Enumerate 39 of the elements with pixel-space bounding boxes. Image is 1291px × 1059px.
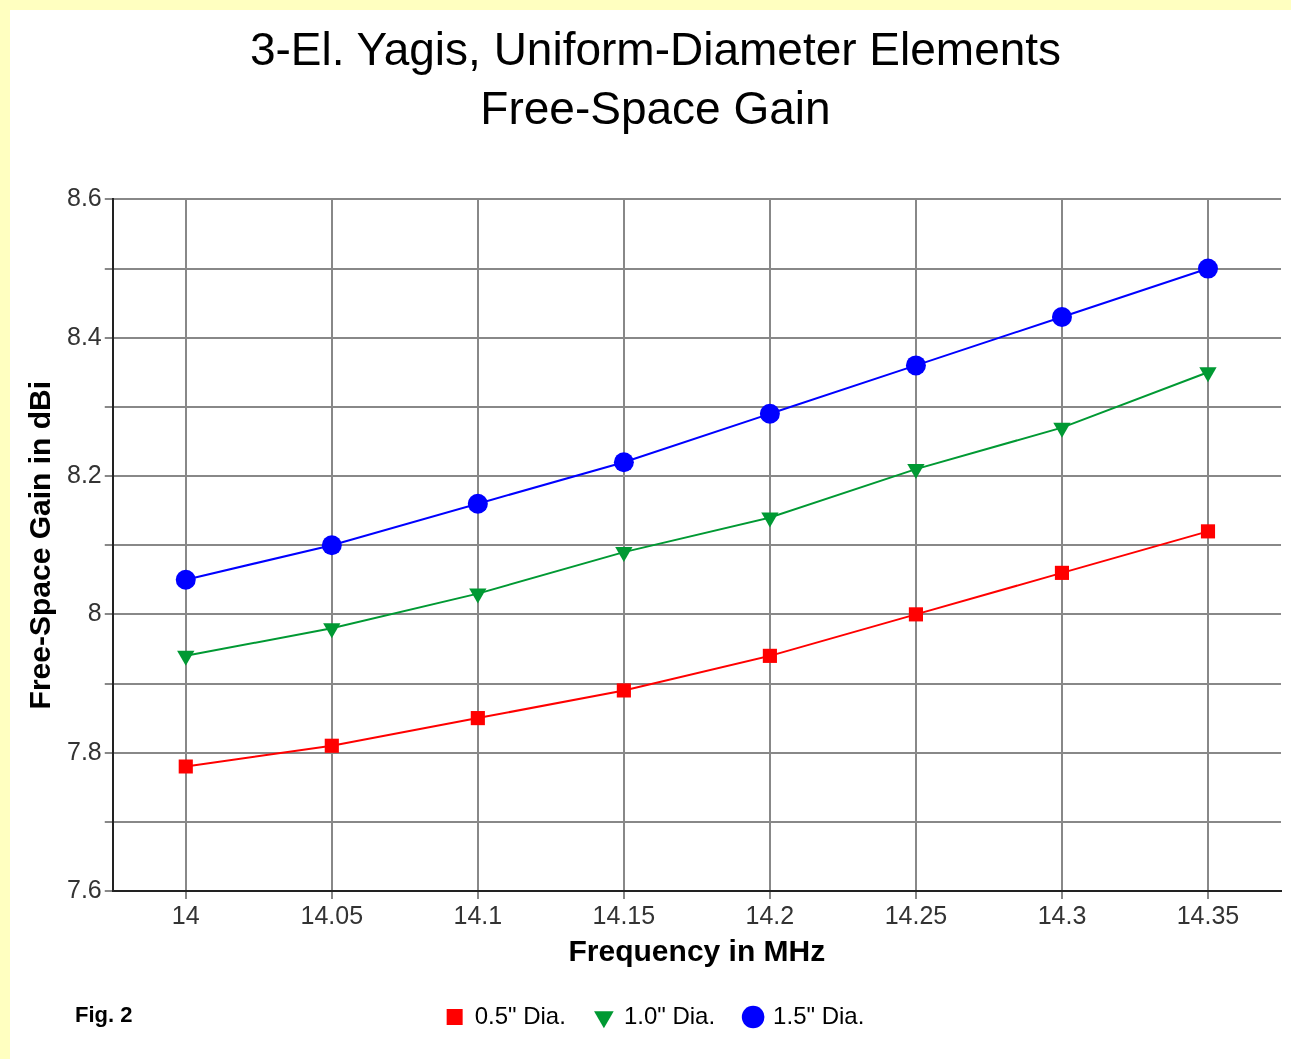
point [905, 355, 926, 376]
x-tick-label: 14.3 [1037, 900, 1087, 929]
y-axis-title: Free-Space Gain in dBi [23, 380, 57, 710]
y-tick-label: 8.4 [66, 321, 102, 350]
x-tick-label: 14.25 [884, 900, 948, 929]
point [177, 650, 195, 666]
point [1054, 565, 1070, 580]
legend-label: 1.5" Dia. [773, 1001, 865, 1029]
legend-label: 0.5" Dia. [474, 1001, 566, 1029]
point [908, 607, 923, 622]
y-tick-label: 8.2 [66, 459, 102, 488]
y-tick-label: 7.6 [66, 874, 102, 903]
point [613, 452, 634, 473]
x-tick-label: 14.2 [745, 900, 795, 929]
chart-subtitle: Free-Space Gain [480, 82, 831, 135]
x-tick-label: 14.1 [453, 900, 503, 929]
caption: Fig. 2 [75, 1002, 133, 1028]
chart-title: 3-El. Yagis, Uniform-Diameter Elements [249, 23, 1062, 76]
point [1200, 524, 1216, 539]
point [759, 403, 780, 424]
point [616, 683, 631, 698]
legend-label: 1.0" Dia. [623, 1001, 716, 1029]
point [1197, 258, 1218, 279]
x-tick-label: 14.05 [300, 900, 364, 929]
point [467, 493, 488, 514]
y-tick-label: 8.6 [66, 183, 102, 212]
point [1051, 306, 1072, 327]
x-tick-label: 14 [171, 900, 200, 929]
point [762, 648, 777, 663]
x-axis-title: Frequency in MHz [568, 934, 826, 968]
point [470, 711, 485, 726]
y-tick-label: 7.8 [66, 736, 102, 765]
point [321, 535, 342, 556]
x-tick-label: 14.15 [592, 900, 656, 929]
point [175, 569, 196, 590]
x-tick-label: 14.35 [1176, 900, 1240, 929]
y-tick-label: 8 [87, 598, 102, 627]
point [178, 759, 193, 774]
point [324, 738, 339, 753]
